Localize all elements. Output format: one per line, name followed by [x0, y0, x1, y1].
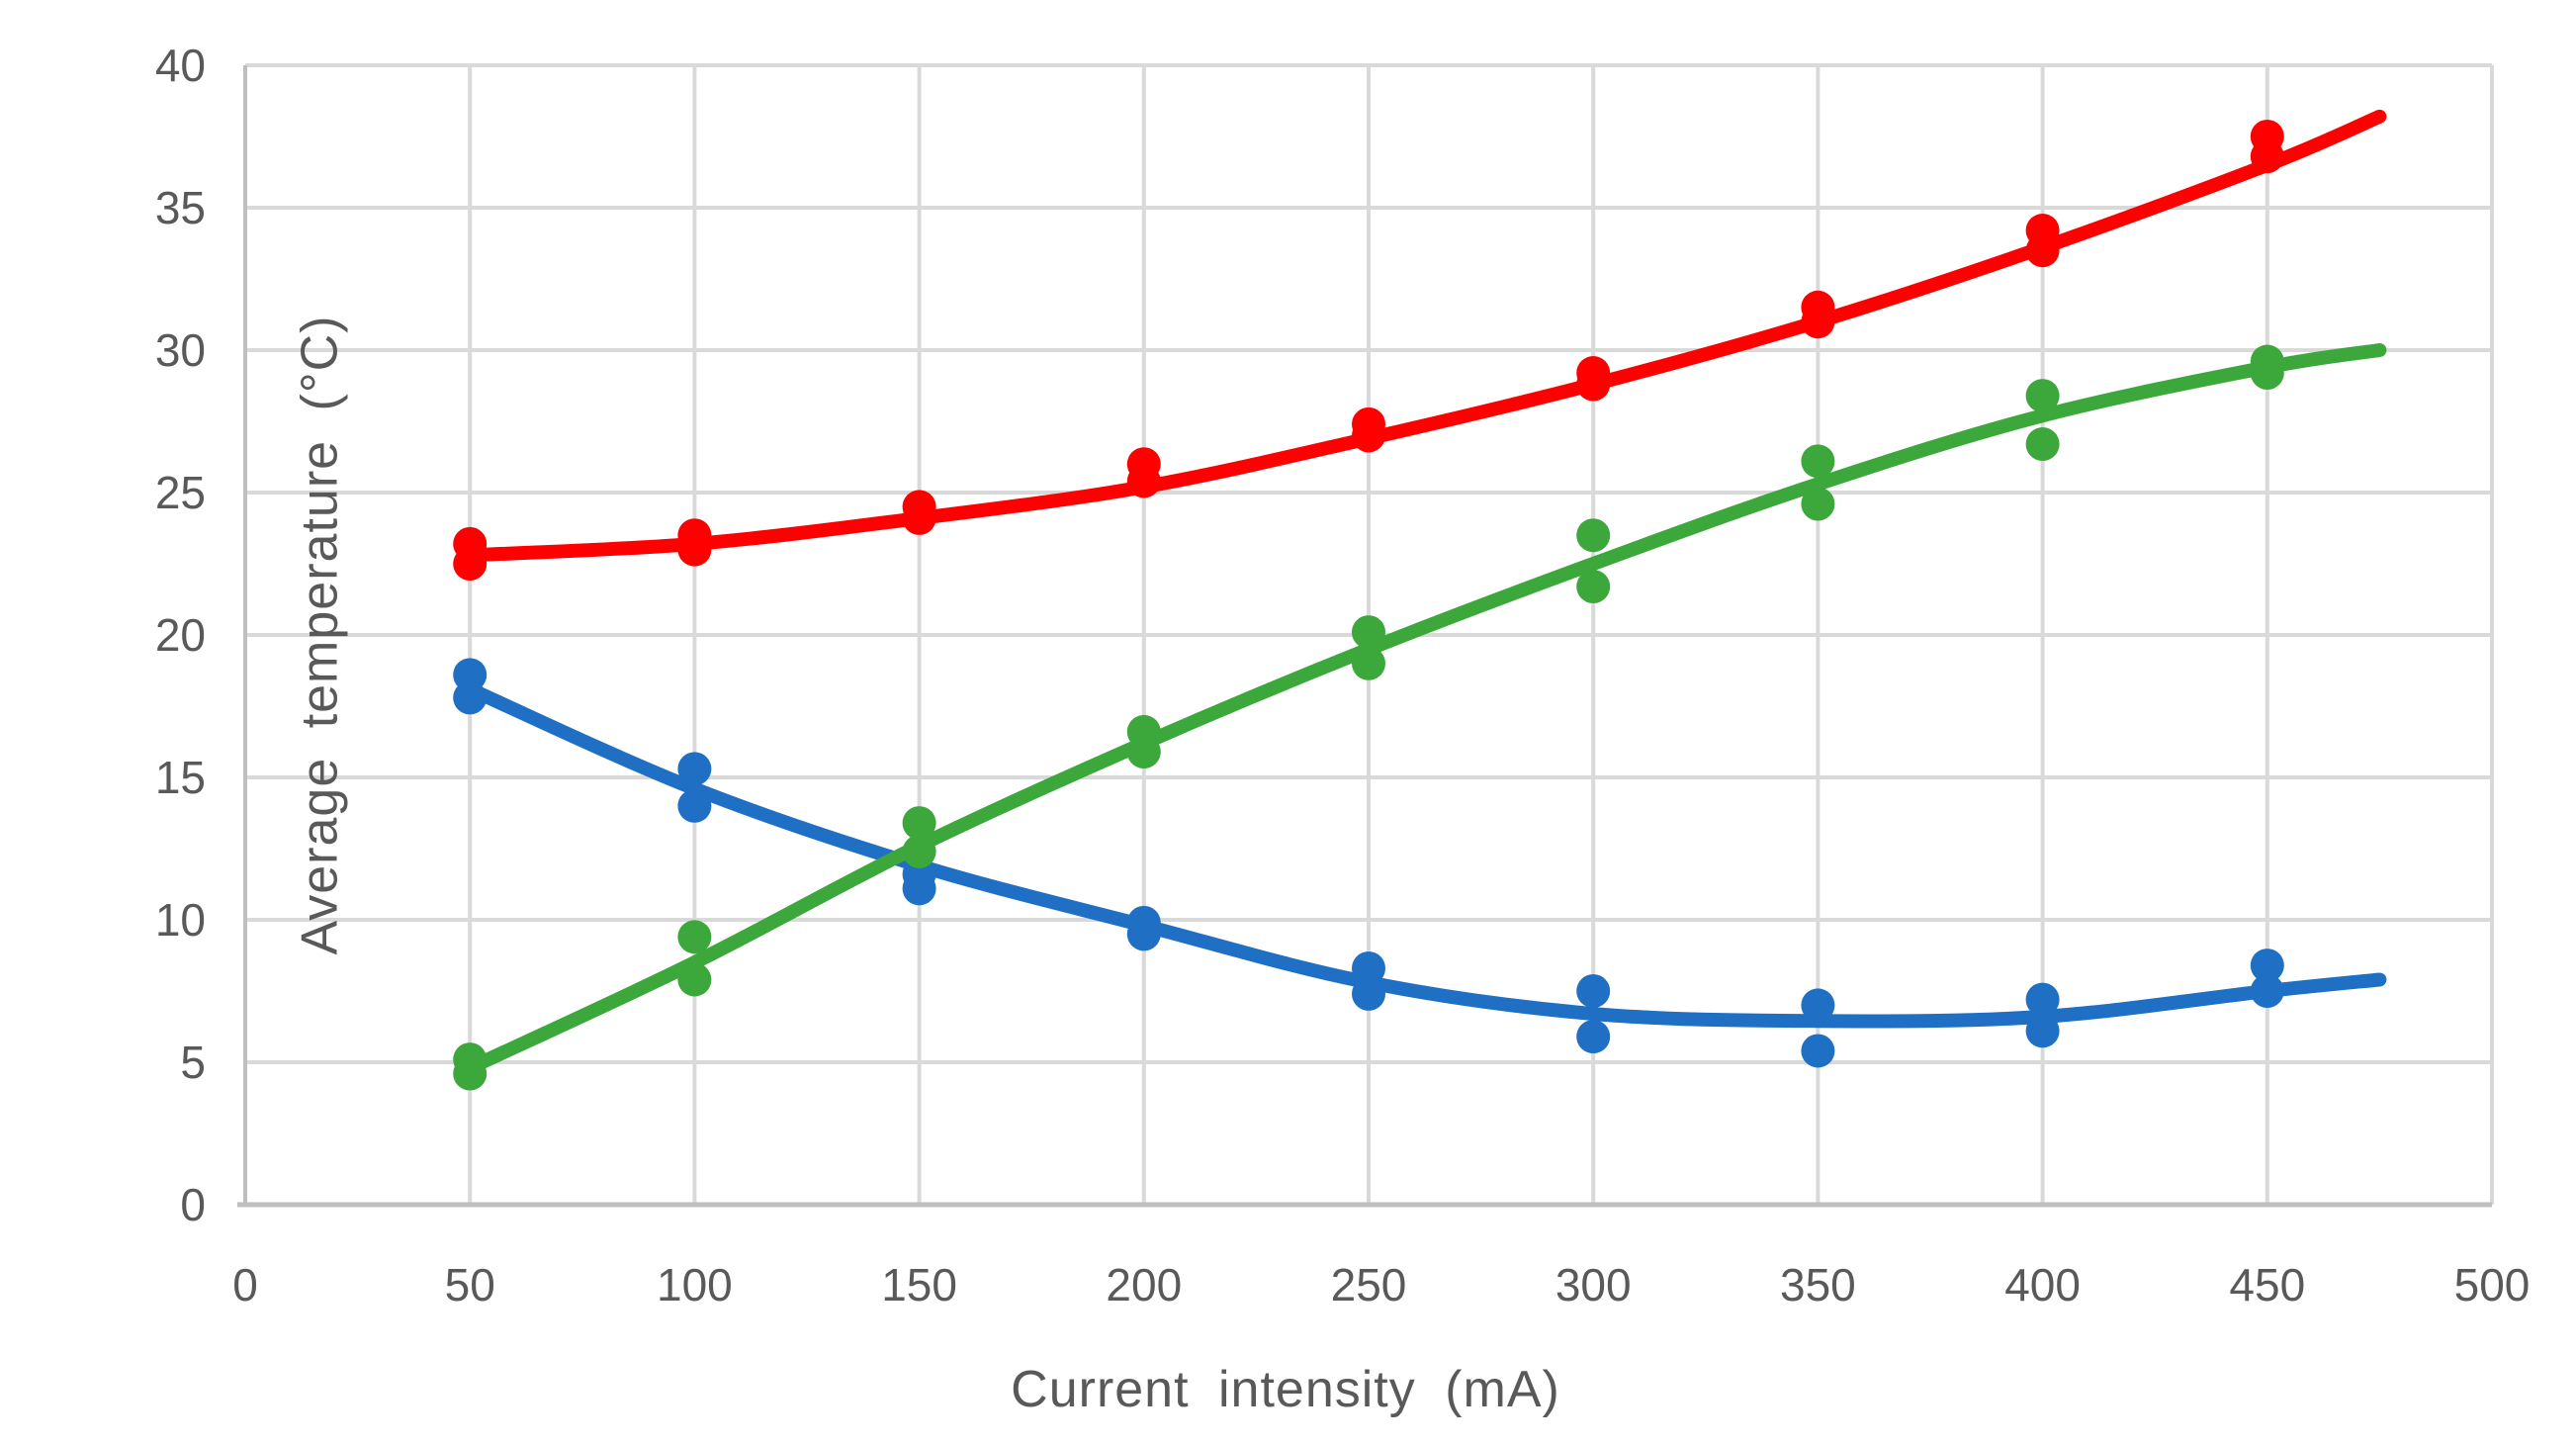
red-series-point-run2-x150 [902, 500, 936, 535]
x-axis-title: Current intensity (mA) [1011, 1361, 1560, 1418]
x-tick-label-200: 200 [1106, 1259, 1182, 1310]
green-series-point-run1-x300 [1576, 518, 1611, 553]
blue-series-point-run1-x400 [2025, 982, 2060, 1017]
green-series-point-run2-x300 [1576, 570, 1611, 604]
red-series-point-run2-x400 [2025, 233, 2060, 268]
y-axis-title: Average temperature (°C) [291, 315, 349, 955]
y-tick-label-25: 25 [155, 467, 206, 518]
x-tick-label-400: 400 [2004, 1259, 2081, 1310]
green-series-point-run1-x350 [1801, 444, 1835, 479]
x-tick-label-450: 450 [2229, 1259, 2305, 1310]
blue-series-point-run2-x150 [902, 871, 936, 906]
blue-series-point-run2-x350 [1801, 1034, 1835, 1068]
blue-series-point-run1-x450 [2250, 948, 2284, 983]
y-tick-label-35: 35 [155, 182, 206, 233]
green-series-point-run1-x100 [677, 920, 712, 954]
green-series-point-run2-x200 [1126, 735, 1161, 769]
blue-series-point-run2-x50 [453, 680, 488, 715]
red-series-point-run2-x450 [2250, 139, 2284, 174]
x-tick-label-150: 150 [881, 1259, 957, 1310]
green-series-point-run2-x150 [902, 834, 936, 868]
red-series-point-run2-x100 [677, 532, 712, 567]
red-series-point-run2-x200 [1126, 464, 1161, 498]
blue-series-point-run2-x450 [2250, 974, 2284, 1008]
blue-series-point-run1-x350 [1801, 988, 1835, 1023]
red-series-point-run2-x350 [1801, 305, 1835, 339]
green-series-point-run2-x450 [2250, 356, 2284, 391]
y-tick-label-5: 5 [180, 1037, 206, 1088]
blue-series-trendline [463, 681, 2387, 1029]
x-tick-label-250: 250 [1331, 1259, 1407, 1310]
y-tick-label-0: 0 [180, 1179, 206, 1230]
x-tick-label-300: 300 [1555, 1259, 1632, 1310]
green-series-point-run1-x250 [1352, 615, 1385, 650]
blue-series-point-run2-x300 [1576, 1020, 1611, 1054]
green-series-point-run1-x150 [902, 806, 936, 841]
blue-series-point-run1-x300 [1576, 974, 1611, 1008]
blue-series-point-run2-x200 [1126, 917, 1161, 951]
y-tick-label-40: 40 [155, 40, 206, 91]
x-tick-label-50: 50 [445, 1259, 495, 1310]
green-series-trendline [463, 343, 2387, 1075]
green-series-point-run1-x400 [2025, 379, 2060, 413]
green-series-point-run2-x100 [677, 962, 712, 997]
green-series-point-run2-x350 [1801, 487, 1835, 521]
x-tick-label-350: 350 [1780, 1259, 1856, 1310]
red-series-point-run2-x300 [1576, 367, 1611, 402]
green-series-point-run2-x400 [2025, 427, 2060, 462]
blue-series-point-run1-x250 [1352, 950, 1385, 985]
blue-series-point-run2-x400 [2025, 1014, 2060, 1048]
x-tick-label-100: 100 [657, 1259, 733, 1310]
y-tick-label-10: 10 [155, 894, 206, 946]
y-tick-label-20: 20 [155, 609, 206, 661]
red-series-point-run2-x50 [453, 547, 488, 581]
blue-series-point-run2-x100 [677, 788, 712, 823]
x-tick-label-0: 0 [232, 1259, 258, 1310]
y-tick-label-30: 30 [155, 324, 206, 376]
y-tick-label-15: 15 [155, 752, 206, 803]
x-tick-label-500: 500 [2454, 1259, 2531, 1310]
green-series-point-run2-x50 [453, 1056, 488, 1091]
red-series-point-run2-x250 [1352, 418, 1385, 453]
red-series-trendline [463, 109, 2387, 563]
blue-series-point-run2-x250 [1352, 976, 1385, 1011]
blue-series-point-run1-x100 [677, 752, 712, 786]
green-series-point-run2-x250 [1352, 646, 1385, 680]
